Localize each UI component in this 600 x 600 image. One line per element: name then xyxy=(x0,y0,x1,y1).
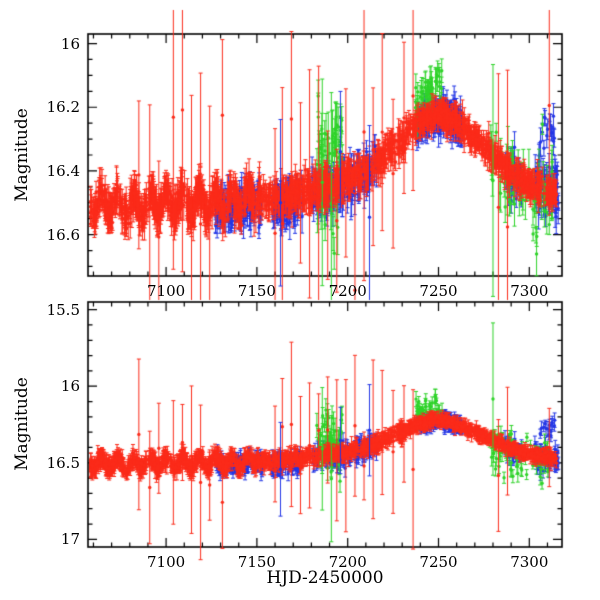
x-tick-label: 7150 xyxy=(237,282,276,300)
y-tick-label: 16.5 xyxy=(46,453,80,472)
x-tick-label: 7250 xyxy=(419,553,458,571)
x-tick-label: 7300 xyxy=(510,282,549,300)
y-tick-label: 16.6 xyxy=(46,225,80,244)
x-tick-label: 7150 xyxy=(237,553,276,571)
x-tick-label: 7250 xyxy=(419,282,458,300)
x-tick-label: 7200 xyxy=(328,553,367,571)
y-tick-label: 16.2 xyxy=(46,98,80,117)
y-tick-label: 17 xyxy=(60,530,80,549)
y-axis-label-bottom: Magnitude xyxy=(12,377,32,471)
y-axis-label-top: Magnitude xyxy=(12,108,32,202)
y-tick-label: 16 xyxy=(60,377,80,396)
x-tick-label: 7100 xyxy=(146,553,186,571)
x-axis-label: HJD-2450000 xyxy=(266,568,384,588)
y-tick-label: 15.5 xyxy=(46,300,80,319)
y-tick-label: 16.4 xyxy=(46,161,80,180)
y-tick-label: 16 xyxy=(60,34,80,53)
x-tick-label: 7200 xyxy=(328,282,367,300)
x-tick-label: 7100 xyxy=(146,282,186,300)
x-tick-label: 7300 xyxy=(510,553,549,571)
